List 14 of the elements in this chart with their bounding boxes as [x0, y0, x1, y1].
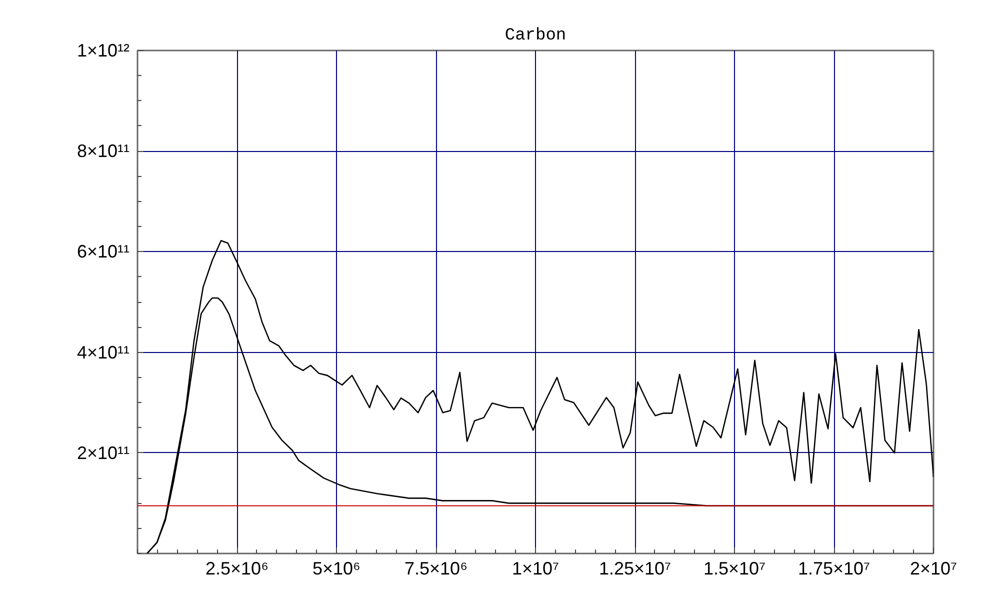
- chart-title: Carbon: [504, 26, 566, 46]
- y-tick-label: 8×10¹¹: [76, 141, 130, 162]
- x-tick-label: 7.5×10⁶: [404, 558, 468, 578]
- y-tick-label: 2×10¹¹: [76, 442, 130, 463]
- x-tick-label: 2.5×10⁶: [206, 558, 268, 578]
- x-tick-label: 1×10⁷: [512, 558, 560, 578]
- x-tick-label: 2×10⁷: [910, 558, 958, 578]
- y-tick-label: 6×10¹¹: [76, 242, 130, 262]
- x-tick-label: 5×10⁶: [312, 558, 360, 578]
- x-tick-label: 1.75×10⁷: [798, 558, 870, 578]
- y-tick-label: 4×10¹¹: [76, 342, 130, 362]
- x-tick-label: 1.25×10⁷: [598, 558, 672, 578]
- x-tick-label: 1.5×10⁷: [703, 558, 766, 578]
- y-tick-label: 1×10¹²: [76, 40, 130, 60]
